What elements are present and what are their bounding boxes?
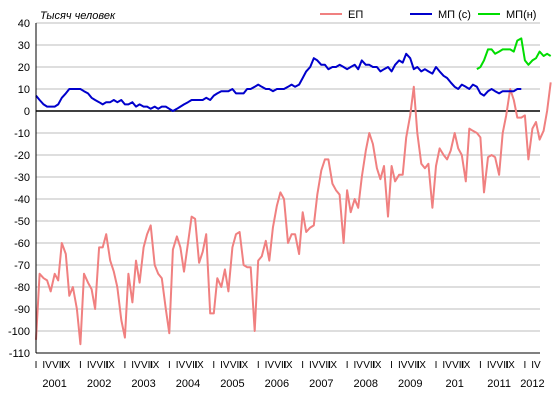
x-tick-label: VII [363,360,375,371]
series-line-2 [35,52,522,112]
year-label: 2003 [131,378,155,390]
year-label: 2006 [265,378,289,390]
year-label: 2001 [42,378,66,390]
x-tick-label: IX [505,360,515,371]
year-label: 201 [445,378,463,390]
x-tick-label: IX [150,360,160,371]
year-label: 2002 [87,378,111,390]
y-tick-label: -20 [14,150,30,162]
x-tick-label: VII [452,360,464,371]
x-tick-label: I [79,360,82,371]
x-tick-label: I [212,360,215,371]
x-tick-label: VII [185,360,197,371]
x-tick-label: VII [408,360,420,371]
y-tick-label: -40 [14,194,30,206]
x-tick-label: IV [176,360,186,371]
y-tick-label: -10 [14,128,30,140]
y-tick-label: 20 [18,62,30,74]
x-tick-label: I [301,360,304,371]
x-tick-label: I [346,360,349,371]
x-tick-label: I [435,360,438,371]
y-tick-label: -50 [14,216,30,228]
year-label: 2007 [309,378,333,390]
x-tick-label: IV [309,360,319,371]
y-tick-label: 30 [18,40,30,52]
y-tick-label: -60 [14,238,30,250]
x-tick-label: IX [194,360,204,371]
x-tick-label: IX [461,360,471,371]
y-tick-label: 0 [24,106,30,118]
series-line-3 [476,37,552,71]
x-tick-label: IV [265,360,275,371]
x-tick-label: I [123,360,126,371]
units-label: Тысяч человек [40,10,116,22]
x-tick-label: IV [442,360,452,371]
y-tick-label: -80 [14,282,30,294]
x-tick-label: VII [497,360,509,371]
year-label: 2009 [398,378,422,390]
x-tick-label: IX [61,360,71,371]
y-tick-label: 40 [18,18,30,30]
x-tick-label: IX [328,360,338,371]
x-tick-label: IX [105,360,115,371]
x-tick-label: I [523,360,526,371]
x-tick-label: I [168,360,171,371]
x-tick-label: VII [319,360,331,371]
year-label: 2004 [176,378,200,390]
year-label: 2011 [487,378,511,390]
x-tick-label: IV [398,360,408,371]
x-tick-label: IV [531,360,541,371]
x-tick-label: VII [274,360,286,371]
x-tick-label: I [479,360,482,371]
x-tick-label: IV [131,360,141,371]
x-tick-label: IV [487,360,497,371]
legend: ЕП МП (с) МП(н) [320,9,536,21]
y-tick-label: -90 [14,304,30,316]
year-label: 2012 [520,378,544,390]
x-tick-label: IV [220,360,230,371]
y-tick-label: 10 [18,84,30,96]
legend-label: МП (с) [438,9,471,21]
y-tick-label: -100 [8,326,30,338]
legend-label: ЕП [348,9,363,21]
year-label: 2005 [220,378,244,390]
x-tick-label: IV [353,360,363,371]
year-label: 2008 [354,378,378,390]
x-tick-label: IV [87,360,97,371]
y-tick-label: -70 [14,260,30,272]
y-tick-label: -30 [14,172,30,184]
x-tick-label: I [390,360,393,371]
series-line-1 [35,82,552,346]
x-tick-label: I [257,360,260,371]
x-tick-label: VII [230,360,242,371]
legend-label: МП(н) [506,9,536,21]
x-tick-label: IX [239,360,249,371]
x-tick-label: I [35,360,38,371]
x-axis-year-labels: 2001 2002 2003 2004 2005 2006 2007 2008 2009 201 2… [42,378,544,390]
x-tick-label: IV [42,360,52,371]
y-tick-label: -110 [9,348,30,360]
x-tick-label: IX [372,360,382,371]
axes [35,23,540,354]
x-tick-label: IX [416,360,426,371]
x-tick-label: VII [52,360,64,371]
x-tick-label: VII [97,360,109,371]
y-axis-ticks: 40 30 20 10 0 -10 -20 -30 -40 -50 -60 -70 -80 -90 -100… [8,18,30,360]
x-tick-label: IX [283,360,293,371]
x-tick-label: VII [141,360,153,371]
series-lines [35,37,552,346]
